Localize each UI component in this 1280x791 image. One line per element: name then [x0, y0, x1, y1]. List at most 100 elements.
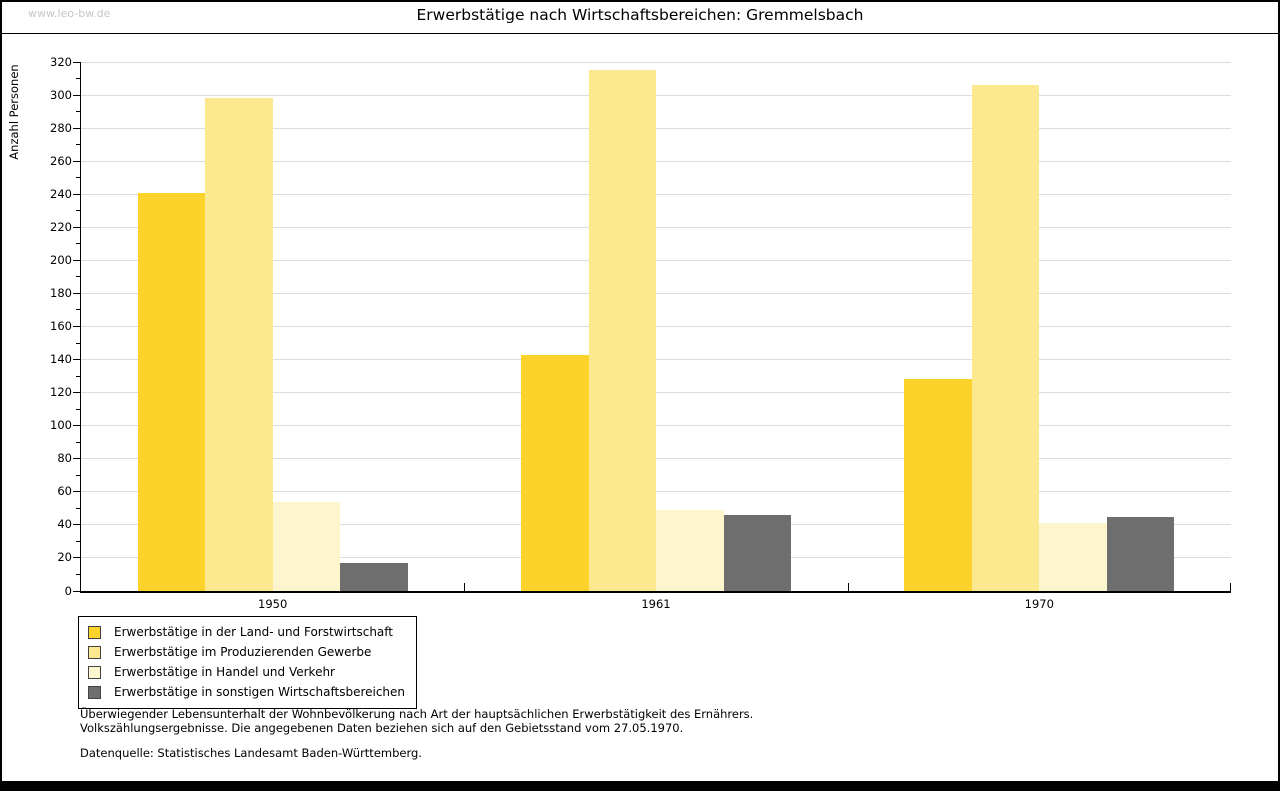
y-axis-minor-tick	[76, 210, 81, 212]
gridline	[81, 326, 1231, 327]
bar-1950-series-1	[137, 192, 206, 591]
gridline	[81, 160, 1231, 162]
y-tick-label: 220	[50, 219, 72, 234]
y-tick-label: 120	[50, 385, 72, 400]
x-axis-boundary-tick	[847, 583, 849, 591]
y-axis-minor-tick	[76, 276, 81, 278]
plot-area: 0 20 40 60 80 100 120 140 160 180 200 220 240 260 280 3…	[50, 55, 1231, 611]
legend-label: Erwerbstätige in sonstigen Wirtschaftsbe…	[114, 685, 406, 699]
y-tick-label: 100	[50, 418, 72, 433]
legend-swatch	[88, 645, 101, 659]
y-tick-label: 140	[50, 352, 72, 367]
bar-1970-series-2	[971, 85, 1040, 591]
bar-1970-series-3	[1039, 523, 1107, 591]
y-tick-label: 60	[57, 484, 72, 499]
y-axis-minor-tick	[76, 111, 81, 113]
y-axis-major-tick	[73, 292, 81, 294]
y-tick-label: 40	[57, 517, 72, 532]
y-tick-label: 180	[50, 285, 72, 300]
gridline	[81, 61, 1231, 63]
y-axis-minor-tick	[76, 507, 81, 509]
bar-1961-series-2	[588, 70, 656, 591]
legend-item-4: Erwerbstätige in sonstigen Wirtschaftsbe…	[88, 682, 405, 702]
gridline	[81, 259, 1231, 261]
gridline	[81, 359, 1231, 361]
y-axis-major-tick	[73, 425, 81, 427]
x-axis-boundary-tick	[464, 583, 466, 591]
x-category-label: 1961	[641, 597, 671, 611]
x-category-label: 1970	[1024, 597, 1054, 611]
y-tick-label: 320	[50, 54, 72, 69]
gridline	[81, 458, 1231, 460]
bar-1970-series-4	[1106, 516, 1175, 591]
legend-swatch	[88, 665, 101, 679]
y-axis-minor-tick	[76, 78, 81, 80]
footnote-line-1: Überwiegender Lebensunterhalt der Wohnbe…	[80, 707, 754, 721]
y-axis-major-tick	[73, 458, 81, 460]
watermark: www.leo-bw.de	[28, 7, 111, 20]
y-axis-minor-tick	[76, 540, 81, 542]
title-separator	[2, 33, 1278, 34]
legend-label: Erwerbstätige im Produzierenden Gewerbe	[114, 645, 372, 659]
y-axis-minor-tick	[76, 441, 81, 443]
legend: Erwerbstätige in der Land- und Forstwirt…	[78, 616, 418, 709]
y-axis-minor-tick	[76, 309, 81, 311]
gridline	[81, 226, 1231, 228]
x-category-label: 1950	[258, 597, 288, 611]
y-axis-major-tick	[73, 590, 81, 592]
y-tick-label: 20	[57, 550, 72, 565]
y-tick-label: 260	[50, 153, 72, 168]
gridline	[81, 491, 1231, 493]
bar-1950-series-4	[340, 562, 408, 591]
y-axis-major-tick	[73, 94, 81, 96]
x-axis-end-tick	[1230, 583, 1231, 591]
gridline	[81, 193, 1231, 195]
y-axis-major-tick	[73, 61, 81, 63]
footnotes: Überwiegender Lebensunterhalt der Wohnbe…	[80, 707, 754, 761]
y-axis-major-tick	[73, 359, 81, 361]
bar-1961-series-3	[656, 510, 724, 591]
legend-item-1: Erwerbstätige in der Land- und Forstwirt…	[88, 622, 405, 642]
y-axis-minor-tick	[76, 474, 81, 476]
bar-1950-series-2	[205, 98, 273, 591]
y-axis-minor-tick	[76, 375, 81, 377]
y-axis-major-tick	[73, 193, 81, 195]
y-axis-major-tick	[73, 491, 81, 493]
y-axis-minor-tick	[76, 342, 81, 344]
footnote-source: Datenquelle: Statistisches Landesamt Bad…	[80, 746, 422, 760]
y-tick-label: 240	[50, 186, 72, 201]
y-axis-major-tick	[73, 392, 81, 394]
y-axis-minor-tick	[76, 144, 81, 146]
y-tick-label: 80	[57, 451, 72, 466]
bar-1961-series-1	[521, 354, 589, 591]
legend-item-2: Erwerbstätige im Produzierenden Gewerbe	[88, 642, 405, 662]
y-axis-major-tick	[73, 524, 81, 526]
y-axis-major-tick	[73, 557, 81, 559]
legend-swatch	[88, 625, 101, 639]
legend-item-3: Erwerbstätige in Handel und Verkehr	[88, 662, 405, 682]
legend-label: Erwerbstätige in Handel und Verkehr	[114, 665, 335, 679]
y-axis-minor-tick	[76, 408, 81, 410]
bar-1961-series-4	[723, 515, 791, 591]
gridline	[81, 292, 1231, 294]
y-axis-minor-tick	[76, 573, 81, 575]
y-axis-minor-tick	[76, 243, 81, 245]
y-tick-label: 160	[50, 319, 72, 333]
legend-swatch	[88, 685, 101, 699]
y-axis-major-tick	[73, 259, 81, 261]
y-axis-minor-tick	[76, 177, 81, 179]
bar-1950-series-3	[272, 501, 341, 591]
gridline	[81, 392, 1231, 394]
y-tick-label: 300	[50, 87, 72, 102]
y-axis-title: Anzahl Personen	[7, 64, 21, 160]
bar-1970-series-1	[904, 379, 972, 591]
y-axis-major-tick	[73, 226, 81, 228]
legend-label: Erwerbstätige in der Land- und Forstwirt…	[114, 625, 393, 639]
footnote-line-2: Volkszählungsergebnisse. Die angegebenen…	[80, 720, 684, 735]
chart-title: Erwerbstätige nach Wirtschaftsbereichen:…	[416, 6, 864, 24]
y-tick-label: 200	[50, 252, 72, 267]
gridline	[81, 425, 1231, 427]
y-tick-label: 0	[64, 583, 72, 598]
gridline	[81, 94, 1231, 96]
